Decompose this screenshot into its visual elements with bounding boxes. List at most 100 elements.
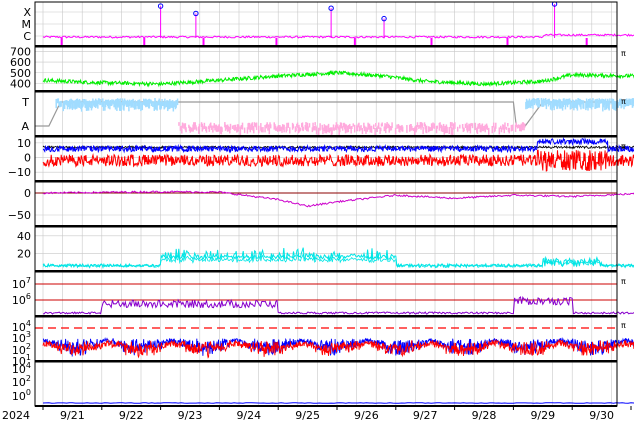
y-tick-label: 500	[10, 67, 31, 80]
away-point	[347, 124, 350, 133]
y-tick-label: 100	[12, 388, 31, 403]
away-point	[333, 127, 335, 131]
right-marker: π	[621, 277, 626, 286]
away-point	[481, 123, 484, 131]
toward-point	[576, 101, 579, 111]
away-point	[416, 122, 419, 127]
away-point	[193, 126, 196, 130]
away-point	[487, 127, 490, 135]
away-point	[466, 125, 469, 133]
toward-point	[599, 99, 602, 104]
away-point	[486, 125, 489, 130]
away-point	[469, 125, 472, 134]
data-layer	[35, 1, 634, 404]
away-point	[231, 125, 234, 129]
away-point	[370, 125, 373, 133]
away-point	[436, 125, 438, 129]
away-point	[515, 122, 518, 128]
away-point	[264, 125, 266, 133]
away-point	[360, 125, 362, 131]
away-point	[348, 123, 351, 130]
away-point	[459, 124, 461, 129]
away-point	[344, 126, 347, 134]
away-point	[363, 125, 366, 132]
away-point	[461, 124, 464, 129]
away-point	[390, 126, 393, 131]
toward-point	[172, 101, 175, 112]
toward-point	[124, 100, 127, 105]
away-point	[508, 127, 510, 134]
away-point	[289, 127, 291, 134]
away-point	[386, 122, 388, 129]
toward-point	[62, 101, 65, 112]
toward-point	[560, 101, 562, 109]
away-point	[305, 126, 308, 132]
toward-point	[621, 101, 623, 108]
toward-point	[598, 98, 601, 108]
away-point	[335, 122, 338, 131]
y-tick-label: 400	[10, 77, 31, 90]
away-point	[416, 125, 418, 131]
away-point	[341, 126, 344, 131]
away-point	[376, 127, 379, 132]
away-point	[406, 125, 408, 133]
away-point	[281, 127, 283, 133]
away-point	[456, 126, 459, 132]
y-tick-label: T	[21, 96, 29, 109]
data-gap-mark	[60, 38, 63, 46]
x-tick-label: 9/23	[178, 409, 203, 422]
away-point	[218, 124, 220, 132]
toward-point	[548, 98, 550, 106]
toward-point	[138, 99, 141, 109]
away-point	[197, 126, 200, 134]
away-point	[319, 123, 321, 131]
right-marker: π	[621, 321, 626, 330]
toward-point	[559, 100, 561, 109]
toward-point	[601, 98, 603, 104]
away-point	[478, 122, 481, 127]
x-year-label: 2024	[2, 409, 30, 422]
y-tick-label: 0	[24, 187, 31, 200]
away-point	[478, 125, 480, 129]
away-point	[494, 126, 496, 132]
away-point	[366, 127, 369, 132]
away-point	[346, 127, 348, 133]
away-point	[257, 125, 260, 134]
toward-point	[626, 98, 628, 107]
away-point	[190, 127, 193, 132]
away-point	[377, 122, 380, 129]
away-point	[178, 122, 180, 126]
away-point	[384, 126, 387, 134]
away-point	[307, 126, 309, 132]
y-tick-label: 106	[12, 292, 31, 307]
toward-point	[132, 98, 134, 108]
away-point	[422, 126, 424, 135]
away-point	[421, 123, 424, 128]
away-point	[238, 125, 240, 129]
away-point	[454, 122, 456, 129]
y-tick-label: 10	[17, 137, 31, 150]
toward-point	[164, 98, 166, 109]
away-point	[495, 122, 497, 129]
away-point	[267, 124, 270, 128]
away-point	[185, 127, 187, 133]
away-point	[248, 122, 251, 130]
away-point	[287, 122, 290, 128]
away-point	[442, 123, 445, 128]
away-point	[439, 122, 441, 129]
y-tick-label: −50	[8, 209, 31, 222]
away-point	[474, 122, 477, 131]
flare-marker	[193, 10, 199, 17]
away-point	[504, 122, 506, 129]
away-point	[260, 127, 263, 133]
away-point	[445, 124, 448, 130]
toward-point	[549, 100, 552, 110]
away-point	[358, 126, 361, 132]
away-point	[502, 125, 505, 130]
away-point	[452, 127, 454, 136]
away-point	[350, 126, 352, 134]
away-point	[328, 127, 331, 133]
away-point	[331, 127, 333, 135]
data-gap-mark	[202, 38, 205, 46]
away-point	[286, 122, 288, 131]
